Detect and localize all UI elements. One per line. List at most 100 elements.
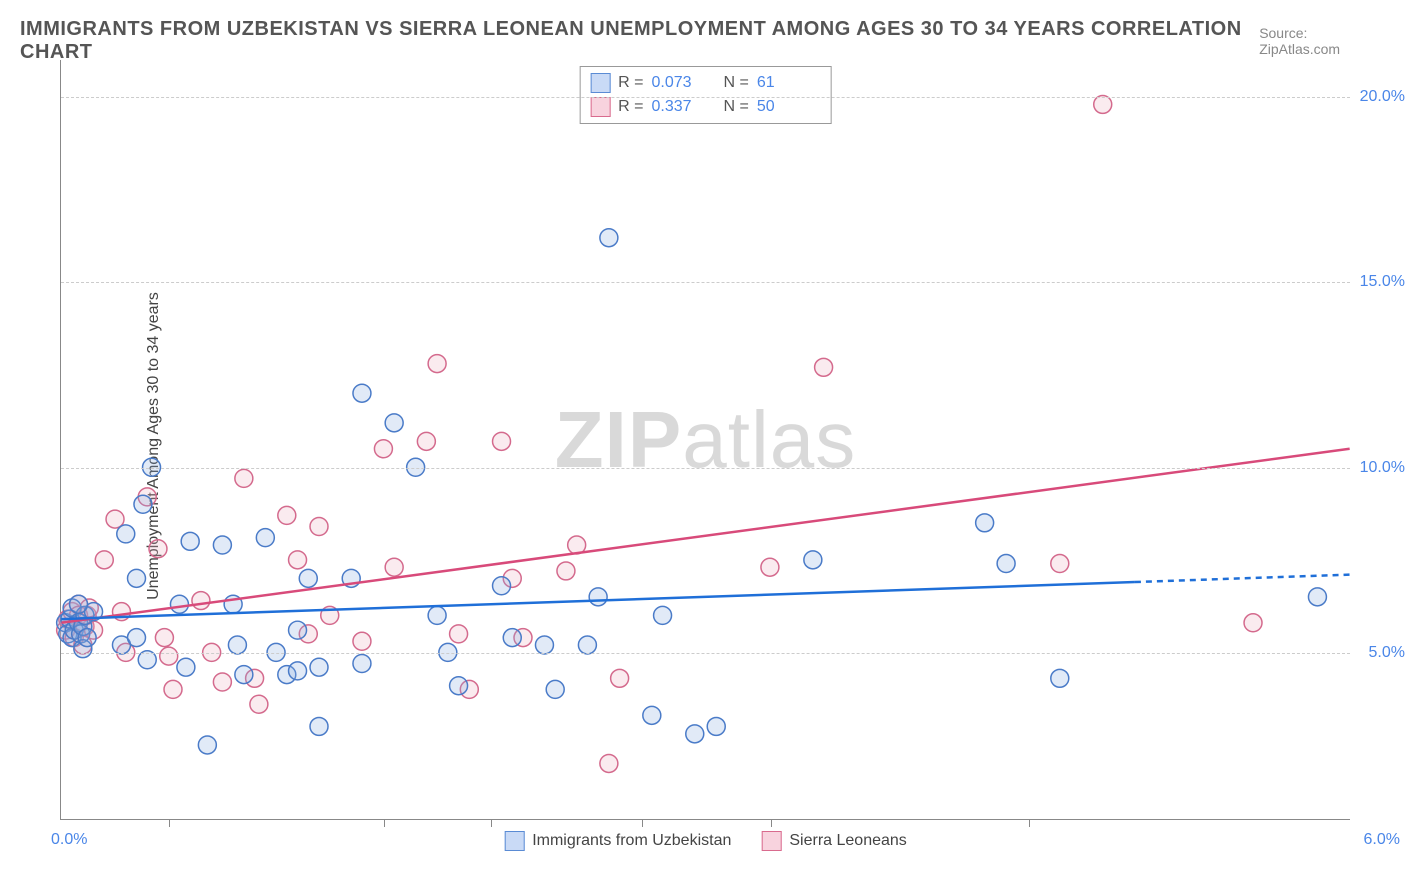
data-point <box>128 629 146 647</box>
legend-label: Immigrants from Uzbekistan <box>532 832 731 850</box>
data-point <box>134 495 152 513</box>
plot-area: ZIPatlas R =0.073N =61R =0.337N =50 0.0%… <box>60 60 1350 820</box>
data-point <box>149 540 167 558</box>
data-point <box>250 695 268 713</box>
data-point <box>213 536 231 554</box>
y-tick-label: 10.0% <box>1360 459 1405 477</box>
y-tick-label: 20.0% <box>1360 88 1405 106</box>
gridline <box>61 468 1350 469</box>
data-point <box>256 529 274 547</box>
data-point <box>535 636 553 654</box>
data-point <box>299 569 317 587</box>
legend-swatch-icon <box>590 97 610 117</box>
data-point <box>1244 614 1262 632</box>
chart-svg <box>61 60 1350 819</box>
data-point <box>976 514 994 532</box>
r-label: R = <box>618 74 643 92</box>
data-point <box>600 229 618 247</box>
x-axis-max-label: 6.0% <box>1364 831 1400 849</box>
gridline <box>61 282 1350 283</box>
data-point <box>1051 555 1069 573</box>
chart-title: IMMIGRANTS FROM UZBEKISTAN VS SIERRA LEO… <box>20 18 1259 64</box>
gridline <box>61 653 1350 654</box>
data-point <box>428 606 446 624</box>
data-point <box>177 658 195 676</box>
data-point <box>611 669 629 687</box>
data-point <box>997 555 1015 573</box>
data-point <box>450 677 468 695</box>
data-point <box>170 595 188 613</box>
x-tick <box>169 819 170 827</box>
legend-item: Sierra Leoneans <box>761 831 906 851</box>
legend-row: R =0.073N =61 <box>590 71 821 95</box>
data-point <box>589 588 607 606</box>
data-point <box>450 625 468 643</box>
data-point <box>600 754 618 772</box>
legend-correlation: R =0.073N =61R =0.337N =50 <box>579 66 832 124</box>
legend-swatch-icon <box>761 831 781 851</box>
legend-swatch-icon <box>590 73 610 93</box>
data-point <box>385 558 403 576</box>
data-point <box>428 355 446 373</box>
data-point <box>353 632 371 650</box>
data-point <box>557 562 575 580</box>
data-point <box>160 647 178 665</box>
data-point <box>1308 588 1326 606</box>
data-point <box>164 680 182 698</box>
data-point <box>192 592 210 610</box>
data-point <box>289 662 307 680</box>
data-point <box>417 432 435 450</box>
data-point <box>815 358 833 376</box>
data-point <box>1051 669 1069 687</box>
x-tick <box>1029 819 1030 827</box>
y-tick-label: 5.0% <box>1369 644 1405 662</box>
data-point <box>289 551 307 569</box>
data-point <box>686 725 704 743</box>
legend-item: Immigrants from Uzbekistan <box>504 831 731 851</box>
r-value: 0.073 <box>652 74 702 92</box>
data-point <box>353 655 371 673</box>
data-point <box>181 532 199 550</box>
x-tick <box>771 819 772 827</box>
x-tick <box>491 819 492 827</box>
data-point <box>546 680 564 698</box>
legend-row: R =0.337N =50 <box>590 95 821 119</box>
chart-source: Source: ZipAtlas.com <box>1259 25 1386 57</box>
data-point <box>289 621 307 639</box>
data-point <box>213 673 231 691</box>
y-tick-label: 15.0% <box>1360 273 1405 291</box>
trend-line <box>1135 575 1350 582</box>
data-point <box>654 606 672 624</box>
n-label: N = <box>724 74 749 92</box>
gridline <box>61 97 1350 98</box>
data-point <box>128 569 146 587</box>
data-point <box>310 717 328 735</box>
r-value: 0.337 <box>652 98 702 116</box>
data-point <box>1094 95 1112 113</box>
data-point <box>804 551 822 569</box>
data-point <box>235 469 253 487</box>
data-point <box>198 736 216 754</box>
data-point <box>503 629 521 647</box>
chart-header: IMMIGRANTS FROM UZBEKISTAN VS SIERRA LEO… <box>20 18 1386 64</box>
data-point <box>278 506 296 524</box>
data-point <box>493 577 511 595</box>
legend-swatch-icon <box>504 831 524 851</box>
data-point <box>155 629 173 647</box>
data-point <box>235 666 253 684</box>
n-label: N = <box>724 98 749 116</box>
data-point <box>385 414 403 432</box>
data-point <box>310 658 328 676</box>
data-point <box>643 706 661 724</box>
data-point <box>761 558 779 576</box>
legend-series: Immigrants from Uzbekistan Sierra Leonean… <box>504 831 907 851</box>
data-point <box>228 636 246 654</box>
data-point <box>95 551 113 569</box>
data-point <box>310 518 328 536</box>
data-point <box>578 636 596 654</box>
data-point <box>117 525 135 543</box>
r-label: R = <box>618 98 643 116</box>
x-tick <box>384 819 385 827</box>
data-point <box>493 432 511 450</box>
data-point <box>78 629 96 647</box>
